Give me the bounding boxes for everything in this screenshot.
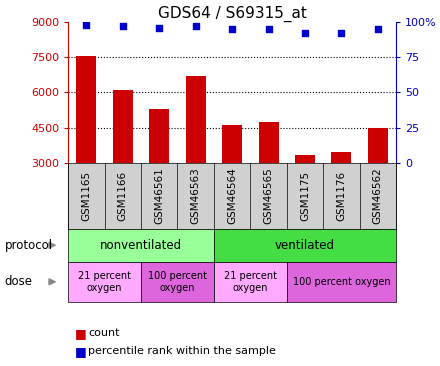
Point (265, 26, 272, 32)
Bar (295, 155, 315, 163)
Point (374, 26, 381, 32)
Point (83, 22, 90, 28)
Text: percentile rank within the sample: percentile rank within the sample (88, 346, 276, 356)
Text: GSM1166: GSM1166 (118, 171, 128, 221)
Bar (259, 122, 279, 163)
Point (192, 23, 199, 29)
Text: ■: ■ (75, 345, 87, 358)
Text: 100 percent oxygen: 100 percent oxygen (293, 277, 390, 287)
Point (338, 30, 345, 36)
Title: GDS64 / S69315_at: GDS64 / S69315_at (158, 6, 307, 22)
Text: 21 percent
oxygen: 21 percent oxygen (78, 271, 131, 293)
Text: GSM1176: GSM1176 (336, 171, 346, 221)
Bar (113, 90, 133, 163)
Text: GSM1165: GSM1165 (81, 171, 92, 221)
Text: GSM46563: GSM46563 (191, 167, 201, 224)
Text: dose: dose (4, 275, 33, 288)
Text: count: count (88, 328, 120, 338)
Text: nonventilated: nonventilated (100, 239, 182, 252)
Point (156, 25, 163, 30)
Point (229, 26, 236, 32)
Bar (368, 128, 388, 163)
Bar (186, 76, 205, 163)
Point (301, 30, 308, 36)
Text: GSM46565: GSM46565 (264, 167, 274, 224)
Bar (222, 125, 242, 163)
Text: GSM1175: GSM1175 (300, 171, 310, 221)
Text: ventilated: ventilated (275, 239, 335, 252)
Bar (331, 152, 352, 163)
Text: protocol: protocol (4, 239, 52, 252)
Bar (77, 56, 96, 163)
Bar (149, 109, 169, 163)
Text: GSM46561: GSM46561 (154, 167, 164, 224)
Text: GSM46564: GSM46564 (227, 167, 237, 224)
Point (119, 23, 126, 29)
Text: 21 percent
oxygen: 21 percent oxygen (224, 271, 277, 293)
Text: 100 percent
oxygen: 100 percent oxygen (148, 271, 207, 293)
Text: GSM46562: GSM46562 (373, 167, 383, 224)
Text: ■: ■ (75, 326, 87, 340)
